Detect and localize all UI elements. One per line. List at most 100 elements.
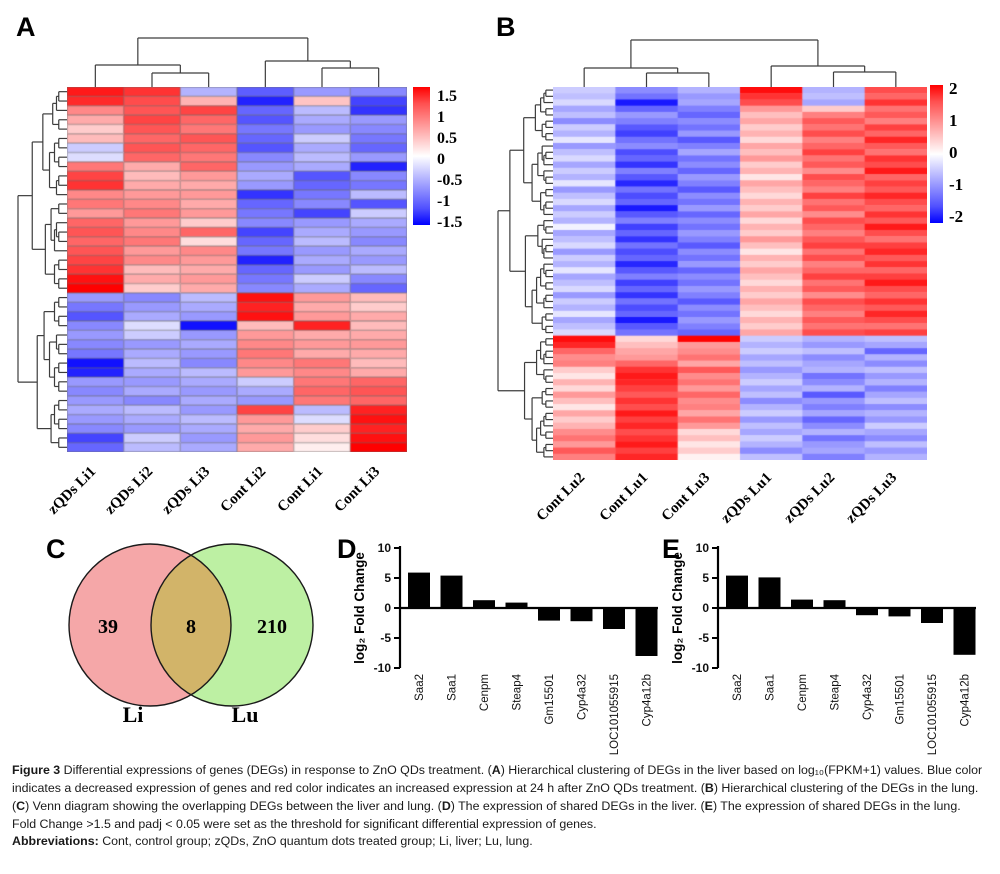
panel-b-top-dendrogram: [583, 39, 897, 87]
lung-bar-chart: 10 5 0 -5 -10 Saa2 Saa1 Cenpm Steap4 Cyp4a32 Gm155…: [670, 541, 976, 755]
caption-text: ) Venn diagram showing the overlapping D…: [25, 798, 442, 813]
bar: [570, 608, 593, 622]
panel-a-left-dendrogram: [17, 91, 67, 448]
colorbar-tick-label: -1.5: [437, 214, 463, 231]
y-tick-label: 0: [384, 601, 391, 615]
x-category-label: Gm15501: [895, 674, 907, 725]
heatmap-column-label-text: Cont Lu1: [596, 469, 651, 525]
caption-bold-text: D: [441, 798, 451, 813]
bar: [505, 602, 528, 608]
heatmap-column-label-text: zQDs Li1: [45, 463, 100, 518]
panel-a-letter: A: [16, 12, 36, 42]
colorbar-tick-label: 1.5: [437, 88, 457, 105]
heatmap-column-label-text: zQDs Lu2: [780, 469, 838, 527]
bar: [726, 575, 748, 608]
bar: [473, 600, 495, 608]
x-category-label: Cyp4a32: [862, 674, 874, 720]
bar: [791, 599, 813, 608]
heatmap-column-label-text: Cont Li1: [274, 463, 327, 516]
venn-overlap-count: 8: [186, 616, 196, 638]
bar: [538, 608, 560, 621]
heatmap-column-label-text: zQDs Lu1: [718, 469, 776, 527]
y-axis-title: log₂ Fold Change: [670, 552, 685, 664]
bar: [758, 577, 781, 608]
venn-right-count: 210: [257, 616, 287, 638]
heatmap-column-label-text: Cont Lu3: [658, 469, 714, 525]
y-tick-label: 5: [702, 571, 709, 585]
heatmap-column-label-text: zQDs Li3: [158, 463, 213, 518]
liver-bar-chart: 10 5 0 -5 -10 Saa2 Saa1 Cenpm Steap4 Gm15501 Cyp4a…: [352, 541, 658, 755]
y-tick-label: 10: [696, 541, 710, 555]
bar: [823, 600, 846, 608]
panel-b-left-dendrogram: [497, 89, 553, 458]
caption-bold-text: Abbreviations:: [12, 834, 103, 849]
caption-bold-text: B: [704, 780, 714, 795]
heatmap-column-label-text: zQDs Lu3: [843, 469, 901, 527]
x-category-label: Cyp4a12b: [960, 674, 972, 726]
colorbar-tick-label: 1: [437, 109, 445, 126]
colorbar-tick-label: -1: [437, 193, 451, 210]
panel-b-heatmap: [553, 87, 927, 460]
y-tick-label: -10: [374, 661, 392, 675]
x-category-label: Saa2: [732, 674, 744, 701]
colorbar-tick-label: 0: [949, 143, 958, 162]
bar: [953, 608, 976, 655]
caption-text: ) The expression of shared DEGs in the l…: [450, 798, 705, 813]
colorbar-tick-label: 1: [949, 111, 958, 130]
caption-text: ) Hierarchical clustering of DEGs in the…: [12, 763, 983, 795]
venn-left-count: 39: [98, 616, 118, 638]
caption-bold-text: A: [491, 763, 501, 777]
heatmap-column-label-text: zQDs Li2: [102, 463, 157, 518]
y-axis-title: log₂ Fold Change: [352, 552, 367, 664]
caption-text: ) Hierarchical clustering of the DEGs in…: [12, 780, 979, 813]
bar: [603, 608, 625, 629]
bar: [440, 575, 463, 608]
colorbar-tick-label: -1: [949, 175, 964, 194]
y-tick-label: 0: [702, 601, 709, 615]
colorbar-tick-label: 0: [437, 151, 445, 168]
figure-caption: Figure 3 Differential expressions of gen…: [12, 762, 988, 851]
panel-a-heatmap: [67, 87, 407, 452]
caption-text: ) The expression of shared DEGs in the l…: [12, 798, 961, 831]
panel-a-colorbar: [413, 87, 430, 225]
venn-right-set-label: Lu: [231, 702, 259, 727]
heatmap-column-label-text: Cont Li3: [331, 463, 383, 516]
x-category-label: Saa1: [447, 674, 459, 701]
panel-b-colorbar-ticks: 2 1 0 -1 -2: [949, 80, 989, 226]
x-category-label: Cenpm: [479, 674, 491, 711]
x-category-label: Saa1: [765, 674, 777, 701]
caption-paragraph: Figure 3 Differential expressions of gen…: [12, 762, 988, 833]
panel-b-letter: B: [496, 12, 516, 42]
heatmap-column-label-text: Cont Li2: [217, 463, 270, 516]
panel-b-colorbar: [930, 85, 943, 223]
bar: [888, 608, 911, 617]
venn-left-outline: [68, 543, 232, 707]
venn-overlap-region: [151, 544, 231, 706]
x-category-label: Cyp4a32: [577, 674, 589, 720]
x-category-label: Steap4: [830, 673, 842, 710]
panel-c-letter: C: [46, 534, 66, 564]
panel-e-letter: E: [662, 534, 681, 564]
bar: [921, 608, 943, 623]
y-tick-label: -10: [692, 661, 710, 675]
caption-bold-text: C: [16, 798, 26, 813]
venn-right-outline: [150, 543, 314, 707]
caption-text: Differential expressions of genes (DEGs)…: [63, 763, 492, 777]
colorbar-tick-label: -2: [949, 207, 964, 226]
x-category-label: Steap4: [512, 673, 524, 710]
y-tick-label: -5: [380, 631, 391, 645]
venn-diagram: 39 8 210: [68, 543, 314, 707]
venn-left-set-label: Li: [122, 702, 144, 727]
panel-a-colorbar-ticks: 1.5 1 0.5 0 -0.5 -1 -1.5: [437, 88, 477, 231]
caption-abbreviations: Abbreviations: Cont, control group; zQDs…: [12, 833, 988, 851]
x-category-label: Gm15501: [544, 674, 556, 725]
x-category-label: LOC101055915: [609, 674, 621, 755]
panel-a-top-dendrogram: [94, 37, 380, 87]
caption-bold-text: E: [704, 798, 713, 813]
heatmap-column-label-text: Cont Lu2: [533, 469, 589, 525]
bar: [856, 608, 878, 616]
caption-bold-text: Figure 3: [12, 763, 64, 777]
colorbar-tick-label: 0.5: [437, 130, 457, 147]
colorbar-tick-label: -0.5: [437, 172, 463, 189]
